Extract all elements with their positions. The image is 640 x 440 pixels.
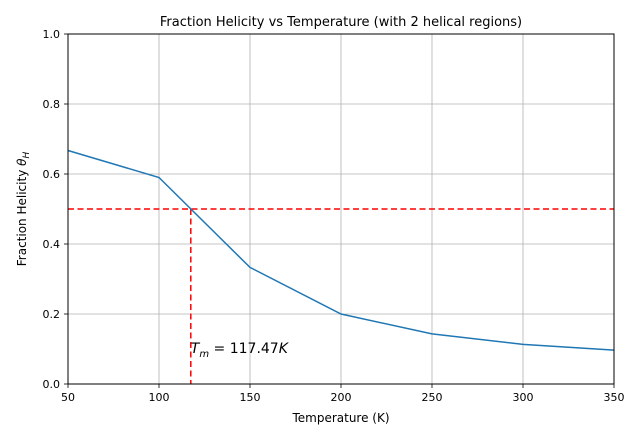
series-line [67, 149, 615, 351]
reference-lines [68, 208, 614, 384]
y-tick-label: 0.0 [43, 378, 61, 391]
y-axis-label: Fraction Helicity θH [15, 152, 32, 267]
x-tick-label: 200 [331, 391, 352, 404]
y-tick-label: 0.8 [43, 98, 61, 111]
tm-annotation: Tm = 117.47K [191, 341, 290, 360]
x-tick-label: 350 [604, 391, 625, 404]
x-tick-label: 100 [149, 391, 170, 404]
tm-annotation-symbol: T [191, 341, 201, 357]
tm-annotation-value: = 117.47 [209, 341, 279, 357]
y-tick-label: 1.0 [43, 28, 61, 41]
y-tick-label: 0.4 [43, 238, 61, 251]
y-tick-label: 0.2 [43, 308, 61, 321]
ticks: 50 100 150 200 250 300 350 0.0 0.2 0.4 0.6 0.8 1.0 [43, 28, 625, 404]
x-axis-label: Temperature (K) [291, 411, 389, 425]
y-axis-label-text: Fraction Helicity [15, 166, 29, 266]
x-tick-label: 300 [513, 391, 534, 404]
x-tick-label: 50 [61, 391, 75, 404]
y-axis-label-sub: H [22, 152, 32, 159]
y-axis-label-symbol: θ [15, 158, 29, 166]
tm-annotation-unit: K [279, 341, 290, 357]
chart-title: Fraction Helicity vs Temperature (with 2… [160, 15, 522, 30]
y-tick-label: 0.6 [43, 168, 61, 181]
x-tick-label: 250 [422, 391, 443, 404]
series-group [67, 149, 615, 351]
x-tick-label: 150 [240, 391, 261, 404]
tm-annotation-sub: m [199, 349, 209, 360]
